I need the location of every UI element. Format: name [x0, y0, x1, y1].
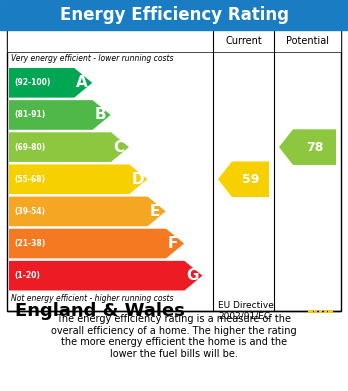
Text: (1-20): (1-20): [14, 271, 40, 280]
Text: Potential: Potential: [286, 36, 329, 46]
Text: F: F: [168, 236, 179, 251]
Text: A: A: [76, 75, 88, 90]
Text: (39-54): (39-54): [14, 207, 45, 216]
Polygon shape: [9, 100, 111, 130]
Polygon shape: [9, 261, 203, 291]
Text: (55-68): (55-68): [14, 175, 45, 184]
Text: 59: 59: [242, 173, 259, 186]
Text: G: G: [187, 268, 199, 283]
Polygon shape: [279, 129, 336, 165]
Text: (21-38): (21-38): [14, 239, 45, 248]
Polygon shape: [9, 197, 166, 226]
Text: B: B: [95, 108, 106, 122]
Bar: [7, 30, 341, 52]
Text: Current: Current: [225, 36, 262, 46]
Text: (81-91): (81-91): [14, 111, 45, 120]
Text: D: D: [131, 172, 144, 187]
Text: (92-100): (92-100): [14, 78, 50, 87]
Polygon shape: [9, 165, 147, 194]
Text: The energy efficiency rating is a measure of the
overall efficiency of a home. T: The energy efficiency rating is a measur…: [51, 314, 297, 359]
Bar: [7, 30, 341, 311]
Polygon shape: [9, 68, 92, 98]
Text: England & Wales: England & Wales: [15, 302, 185, 320]
Text: C: C: [113, 140, 124, 154]
Text: (69-80): (69-80): [14, 143, 45, 152]
Text: 78: 78: [306, 141, 323, 154]
Text: Energy Efficiency Rating: Energy Efficiency Rating: [60, 6, 288, 24]
Text: Not energy efficient - higher running costs: Not energy efficient - higher running co…: [11, 294, 174, 303]
Text: EU Directive
2002/91/EC: EU Directive 2002/91/EC: [218, 301, 274, 321]
Bar: [0, 0, 348, 30]
Polygon shape: [9, 229, 184, 258]
Text: E: E: [150, 204, 160, 219]
Polygon shape: [9, 132, 129, 162]
Text: Very energy efficient - lower running costs: Very energy efficient - lower running co…: [11, 54, 174, 63]
Polygon shape: [218, 161, 269, 197]
